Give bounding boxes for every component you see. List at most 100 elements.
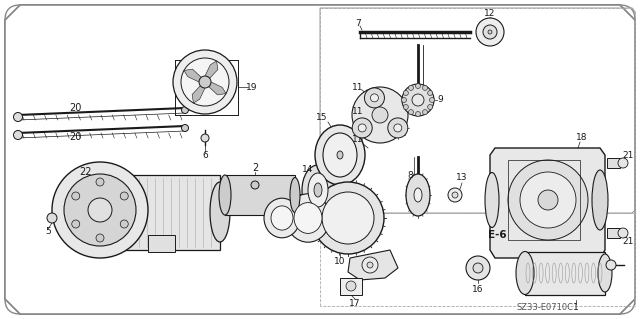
Circle shape bbox=[201, 134, 209, 142]
Polygon shape bbox=[148, 235, 175, 252]
Ellipse shape bbox=[210, 182, 230, 242]
Circle shape bbox=[408, 85, 413, 90]
Text: 20: 20 bbox=[69, 103, 81, 113]
Ellipse shape bbox=[219, 175, 231, 215]
Polygon shape bbox=[340, 278, 362, 295]
Ellipse shape bbox=[337, 151, 343, 159]
Ellipse shape bbox=[598, 254, 612, 292]
Circle shape bbox=[403, 105, 408, 109]
Ellipse shape bbox=[308, 173, 328, 207]
Circle shape bbox=[520, 172, 576, 228]
Ellipse shape bbox=[286, 194, 330, 242]
Text: 21: 21 bbox=[622, 151, 634, 160]
Ellipse shape bbox=[90, 182, 110, 242]
Text: 15: 15 bbox=[316, 114, 328, 122]
Ellipse shape bbox=[485, 173, 499, 227]
Circle shape bbox=[72, 220, 80, 228]
Polygon shape bbox=[607, 158, 620, 168]
Text: 1: 1 bbox=[573, 303, 579, 313]
Circle shape bbox=[199, 76, 211, 88]
Circle shape bbox=[367, 262, 373, 268]
Polygon shape bbox=[192, 86, 205, 103]
Circle shape bbox=[64, 174, 136, 246]
Polygon shape bbox=[100, 175, 220, 250]
Circle shape bbox=[403, 91, 408, 95]
Text: 11: 11 bbox=[352, 83, 364, 92]
Circle shape bbox=[429, 98, 435, 102]
Circle shape bbox=[72, 192, 80, 200]
Circle shape bbox=[358, 124, 366, 132]
Circle shape bbox=[52, 162, 148, 258]
Polygon shape bbox=[348, 250, 398, 280]
Circle shape bbox=[362, 257, 378, 273]
Circle shape bbox=[508, 160, 588, 240]
Circle shape bbox=[402, 84, 434, 116]
Circle shape bbox=[428, 105, 433, 109]
Ellipse shape bbox=[516, 251, 534, 294]
Circle shape bbox=[428, 91, 433, 95]
Circle shape bbox=[88, 198, 112, 222]
Text: 14: 14 bbox=[302, 166, 314, 174]
Circle shape bbox=[182, 124, 189, 131]
Circle shape bbox=[394, 124, 402, 132]
Circle shape bbox=[346, 281, 356, 291]
Circle shape bbox=[96, 178, 104, 186]
Ellipse shape bbox=[406, 174, 430, 216]
Ellipse shape bbox=[302, 165, 334, 215]
Ellipse shape bbox=[323, 133, 357, 177]
Circle shape bbox=[322, 192, 374, 244]
Circle shape bbox=[352, 118, 372, 138]
Circle shape bbox=[408, 110, 413, 115]
Circle shape bbox=[371, 94, 378, 102]
Text: 18: 18 bbox=[576, 133, 588, 143]
Circle shape bbox=[476, 18, 504, 46]
Circle shape bbox=[352, 87, 408, 143]
Circle shape bbox=[388, 118, 408, 138]
Circle shape bbox=[120, 192, 128, 200]
Circle shape bbox=[488, 30, 492, 34]
Circle shape bbox=[415, 112, 420, 116]
Text: 20: 20 bbox=[69, 132, 81, 142]
Polygon shape bbox=[225, 175, 295, 215]
Ellipse shape bbox=[314, 183, 322, 197]
Circle shape bbox=[452, 192, 458, 198]
Text: 21: 21 bbox=[622, 238, 634, 247]
Circle shape bbox=[96, 234, 104, 242]
Text: 9: 9 bbox=[437, 95, 443, 105]
Text: 7: 7 bbox=[355, 19, 361, 28]
Circle shape bbox=[251, 181, 259, 189]
Text: 17: 17 bbox=[349, 299, 361, 308]
Text: 5: 5 bbox=[45, 227, 51, 236]
Circle shape bbox=[181, 58, 229, 106]
Circle shape bbox=[173, 50, 237, 114]
Polygon shape bbox=[490, 148, 605, 258]
Ellipse shape bbox=[264, 198, 300, 238]
Ellipse shape bbox=[290, 177, 300, 212]
Circle shape bbox=[13, 130, 22, 139]
Circle shape bbox=[483, 25, 497, 39]
Circle shape bbox=[401, 98, 406, 102]
Circle shape bbox=[47, 213, 57, 223]
Circle shape bbox=[618, 228, 628, 238]
Text: 19: 19 bbox=[246, 83, 258, 92]
Ellipse shape bbox=[414, 188, 422, 202]
Ellipse shape bbox=[592, 170, 608, 230]
Polygon shape bbox=[5, 5, 635, 314]
Text: 11: 11 bbox=[352, 136, 364, 145]
Text: 8: 8 bbox=[407, 170, 413, 180]
Polygon shape bbox=[184, 69, 201, 82]
Circle shape bbox=[448, 188, 462, 202]
Text: 2: 2 bbox=[252, 163, 258, 173]
Circle shape bbox=[412, 94, 424, 106]
Circle shape bbox=[422, 110, 428, 115]
Circle shape bbox=[312, 182, 384, 254]
Circle shape bbox=[372, 107, 388, 123]
Circle shape bbox=[120, 220, 128, 228]
Circle shape bbox=[13, 113, 22, 122]
Polygon shape bbox=[525, 252, 605, 295]
Circle shape bbox=[466, 256, 490, 280]
Text: 10: 10 bbox=[334, 257, 346, 266]
Ellipse shape bbox=[271, 206, 293, 230]
Text: 11: 11 bbox=[352, 108, 364, 116]
Circle shape bbox=[364, 88, 385, 108]
